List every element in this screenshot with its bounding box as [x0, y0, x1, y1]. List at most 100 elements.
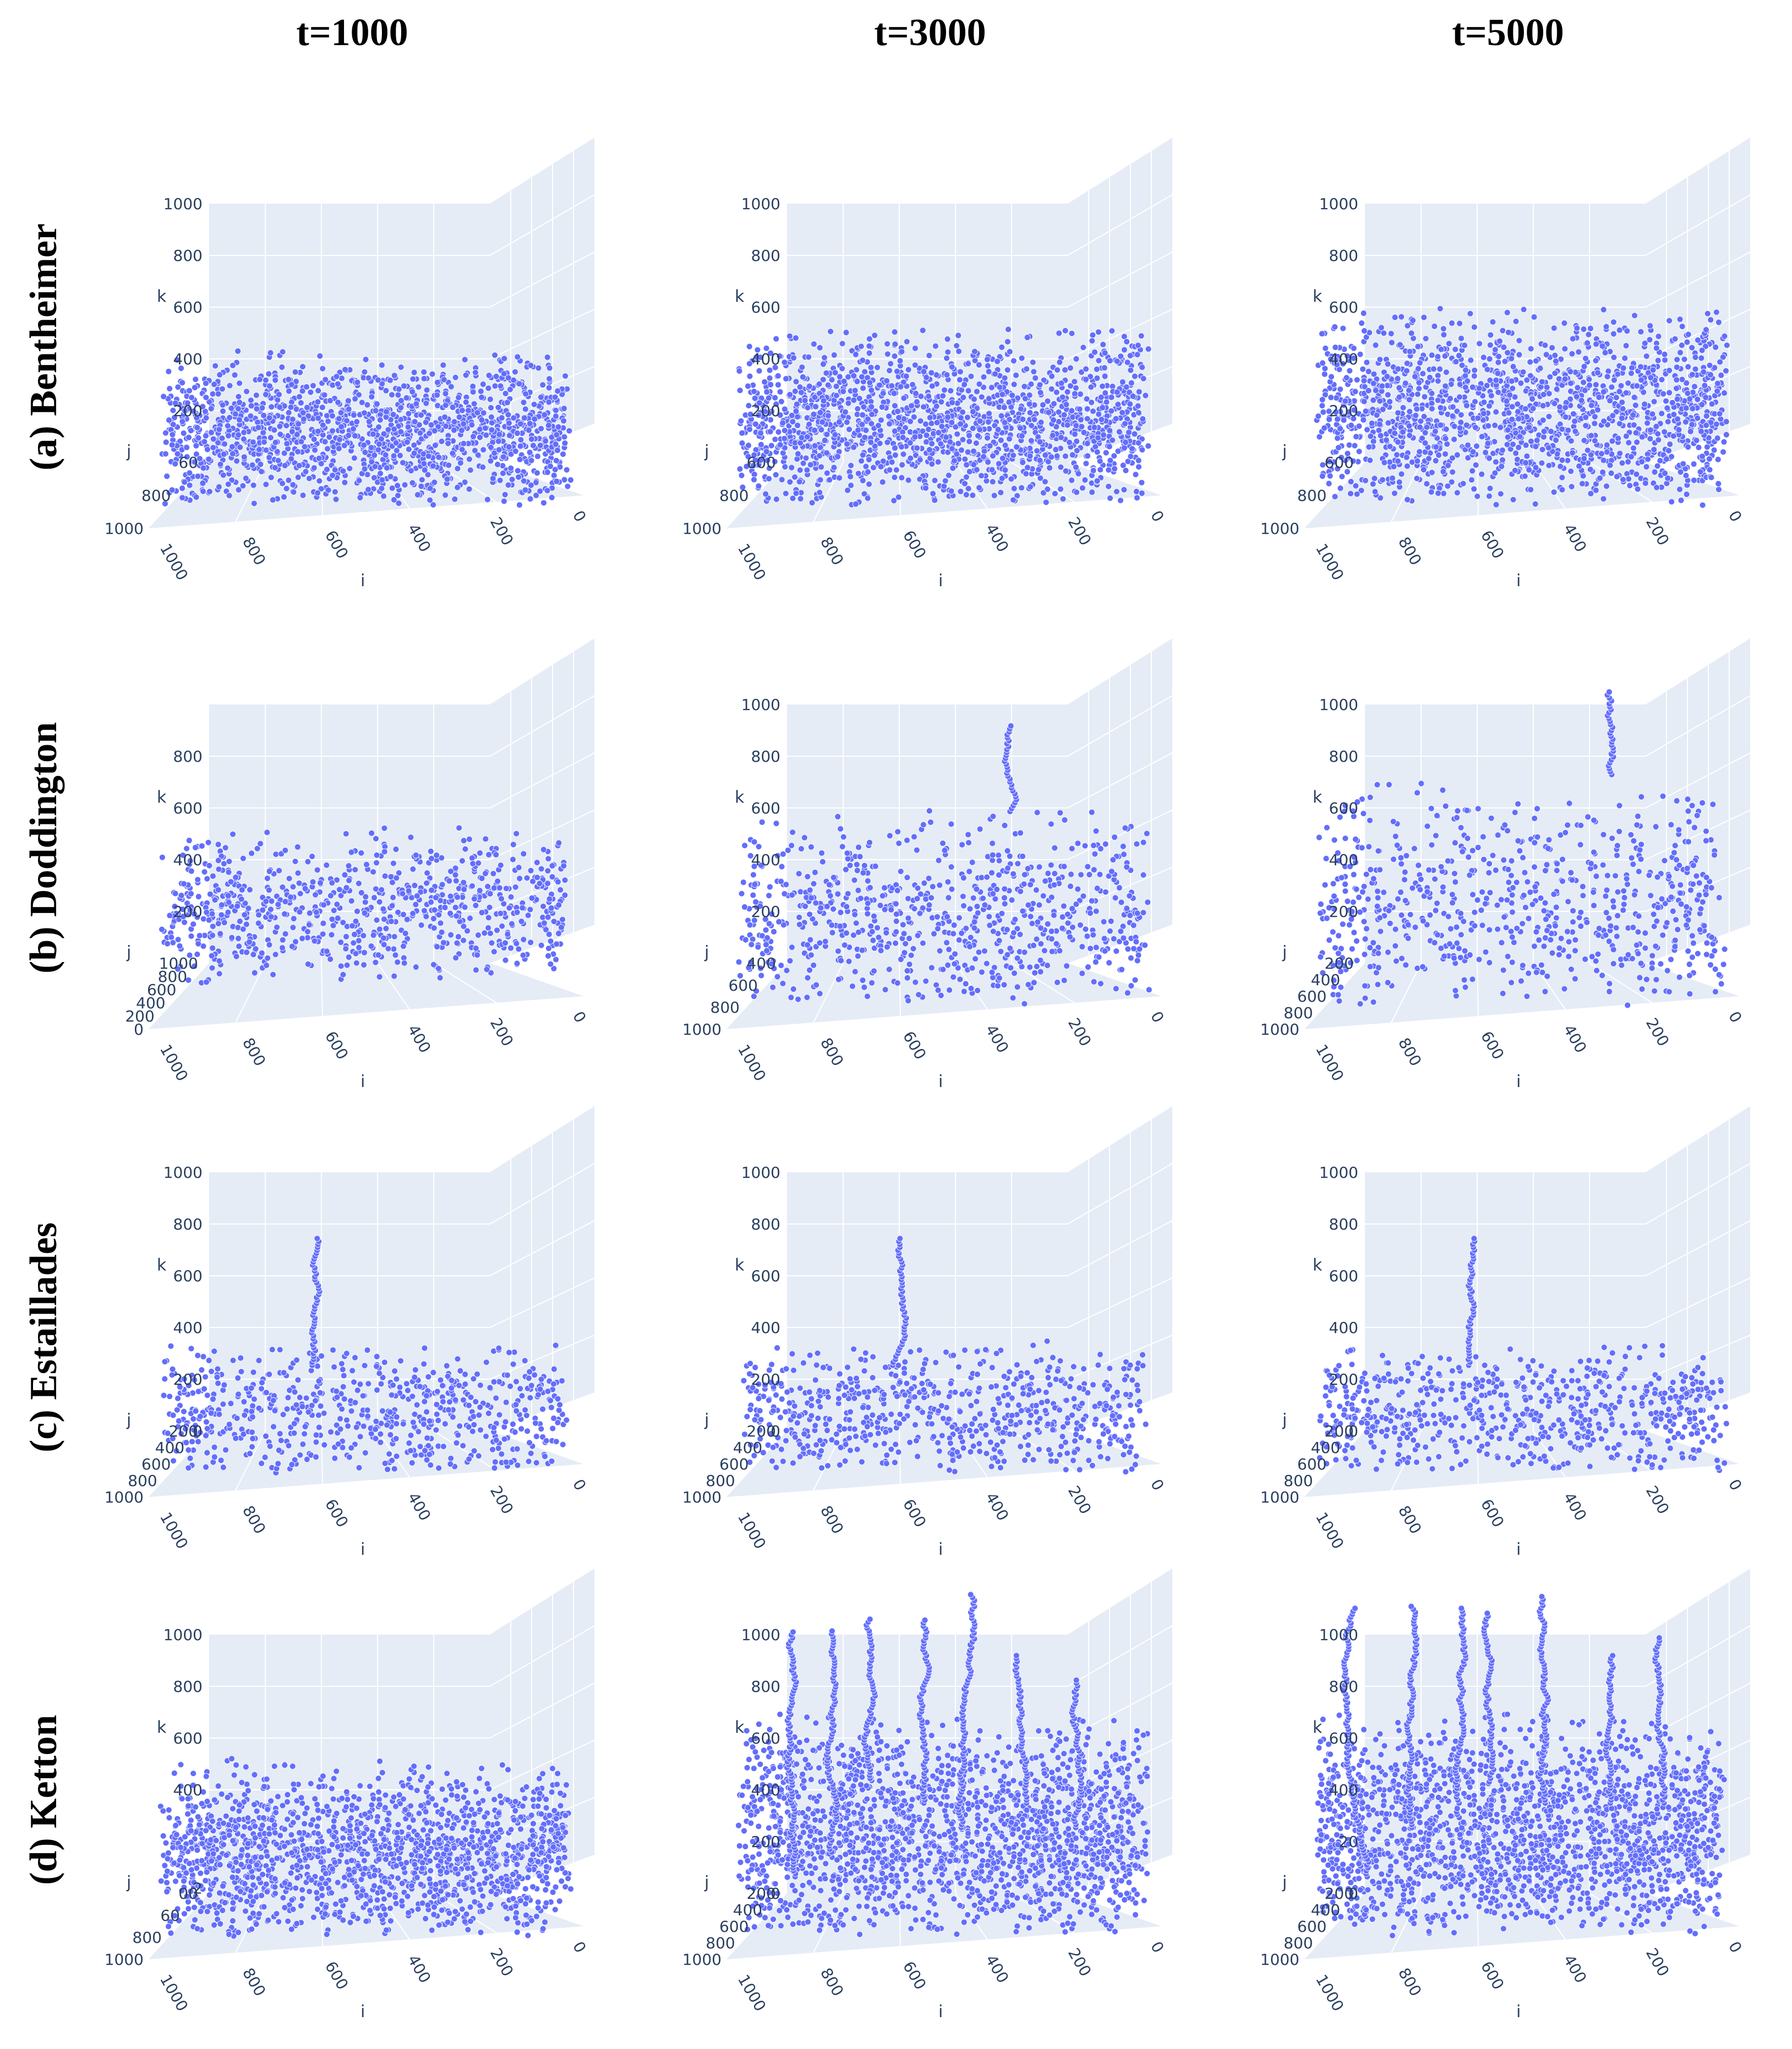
j-axis-label: j	[704, 442, 709, 461]
i-axis-label: i	[360, 571, 365, 591]
chart-doddington-t3000: 1000 800 600 400 200 k 1000 800 600 400 200 0 i 400 60…	[677, 611, 1216, 1095]
j-tick-label: 1000	[1260, 520, 1299, 538]
chart-estaillades-t3000: 1000 800 600 400 200 0 k 1000 800 600 400 200 0 i 200 4…	[677, 1079, 1216, 1563]
data-points	[736, 326, 1152, 508]
j-axis-label: j	[126, 943, 131, 962]
k-tick-label: 800	[1329, 247, 1358, 265]
j-tick-label: 1000	[1260, 1950, 1299, 1969]
chart-svg: 1000 800 600 400 200 k 1000 800 600 400 200 0 i 600 80…	[682, 138, 1173, 591]
i-tick-label: 1000	[734, 540, 769, 583]
i-tick-label: 1000	[156, 1041, 192, 1084]
chart-bentheimer-t5000: 1000 800 600 400 200 k 1000 800 600 400 200 0 i 600 80…	[1255, 110, 1792, 594]
k-axis-label: k	[157, 287, 167, 307]
k-tick-label: 600	[173, 1267, 203, 1285]
i-tick-label: 1000	[1312, 1041, 1347, 1084]
i-tick-label: 200	[487, 1945, 517, 1980]
j-tick-label: 600	[1297, 1917, 1326, 1936]
i-tick-label: 800	[1395, 1502, 1425, 1537]
k-tick-label: 800	[173, 1678, 203, 1696]
i-tick-label: 1000	[734, 1971, 769, 2014]
k-tick-label: 400	[1329, 851, 1358, 869]
column-title-t3000: t=3000	[874, 12, 986, 54]
j-tick-label: 600	[1297, 987, 1326, 1006]
data-points	[157, 1755, 574, 1939]
k-tick-label: 1000	[741, 696, 780, 714]
j-axis-label: j	[126, 1411, 131, 1430]
k-axis-label: k	[735, 287, 745, 307]
i-tick-label: 800	[239, 534, 269, 569]
k-tick-label: 0	[193, 1422, 203, 1440]
i-tick-label: 0	[1725, 1008, 1745, 1026]
j-tick-label: 800	[133, 1928, 162, 1947]
j-tick-label: 0	[134, 1020, 144, 1039]
k-tick-label: 600	[1329, 799, 1358, 817]
data-points	[1316, 1235, 1730, 1474]
j-tick-label: 600	[729, 976, 758, 995]
k-tick-label: 200	[1329, 903, 1358, 921]
chart-svg: 1000 800 600 400 200 k 1000 800 600 400 200 0 i 60 800…	[105, 138, 595, 591]
i-tick-label: 600	[899, 1496, 930, 1531]
k-tick-labels: 1000 800 600 400 200	[741, 195, 780, 420]
k-tick-label: 2	[193, 1879, 203, 1898]
i-tick-label: 200	[1064, 1483, 1095, 1517]
column-title-t1000: t=1000	[296, 12, 408, 54]
k-tick-label: 200	[1329, 1370, 1358, 1389]
i-axis-label: i	[938, 1072, 943, 1091]
j-tick-label: 600	[747, 453, 776, 472]
side-wall	[1646, 138, 1750, 462]
k-tick-label: 800	[1329, 747, 1358, 766]
j-tick-label: 00	[178, 1884, 198, 1903]
floor	[1304, 462, 1739, 528]
k-tick-labels: 800 600 400 200	[173, 747, 203, 921]
chart-doddington-t1000: 800 600 400 200 k 1000 800 600 400 200 0 i 1000 800 60…	[99, 611, 638, 1095]
i-tick-label: 800	[817, 1965, 847, 1999]
i-tick-label: 800	[1395, 1965, 1425, 1999]
i-axis-label: i	[1516, 571, 1521, 591]
i-tick-label: 800	[817, 534, 847, 569]
i-tick-label: 400	[404, 1489, 434, 1524]
i-tick-label: 1000	[156, 1971, 192, 2014]
j-axis-label: j	[126, 1873, 131, 1892]
k-tick-label: 600	[751, 1729, 780, 1747]
j-tick-label: 800	[706, 1934, 735, 1952]
j-axis-label: j	[126, 442, 131, 461]
i-tick-label: 400	[982, 1952, 1012, 1986]
side-wall	[1068, 1106, 1172, 1431]
k-tick-label: 1000	[741, 195, 780, 213]
data-points	[735, 1591, 1151, 1938]
k-tick-label: 600	[173, 298, 203, 316]
j-tick-label: 600	[719, 1455, 749, 1473]
i-tick-label: 400	[1560, 1021, 1590, 1056]
i-tick-label: 1000	[1312, 540, 1347, 583]
i-tick-label: 0	[1147, 507, 1167, 525]
k-tick-label: 400	[1329, 1781, 1358, 1799]
back-wall	[209, 704, 490, 963]
k-tick-label: 800	[751, 747, 780, 766]
i-tick-label: 200	[1064, 1015, 1095, 1050]
k-tick-label: 200	[751, 903, 780, 921]
i-axis-label: i	[360, 1540, 365, 1559]
j-tick-label: 800	[719, 487, 749, 505]
i-tick-label: 800	[1395, 534, 1425, 569]
grid-lines	[209, 1119, 595, 1491]
k-axis-label: k	[735, 788, 745, 807]
i-tick-label: 800	[239, 1035, 269, 1069]
j-tick-labels: 600 800 1000	[682, 453, 776, 538]
chart-bentheimer-t3000: 1000 800 600 400 200 k 1000 800 600 400 200 0 i 600 80…	[677, 110, 1216, 594]
data-points	[735, 723, 1152, 1007]
j-tick-label: 800	[1297, 487, 1326, 505]
k-axis-label: k	[157, 788, 167, 807]
k-tick-label: 1000	[741, 1626, 780, 1644]
i-tick-label: 0	[1725, 1938, 1745, 1956]
j-tick-label: 600	[141, 1455, 171, 1473]
k-tick-label: 1000	[1319, 1626, 1358, 1644]
i-tick-label: 600	[1477, 1958, 1507, 1993]
k-tick-label: 800	[751, 1678, 780, 1696]
k-tick-label: 600	[1329, 298, 1358, 316]
j-tick-label: 800	[711, 998, 740, 1017]
